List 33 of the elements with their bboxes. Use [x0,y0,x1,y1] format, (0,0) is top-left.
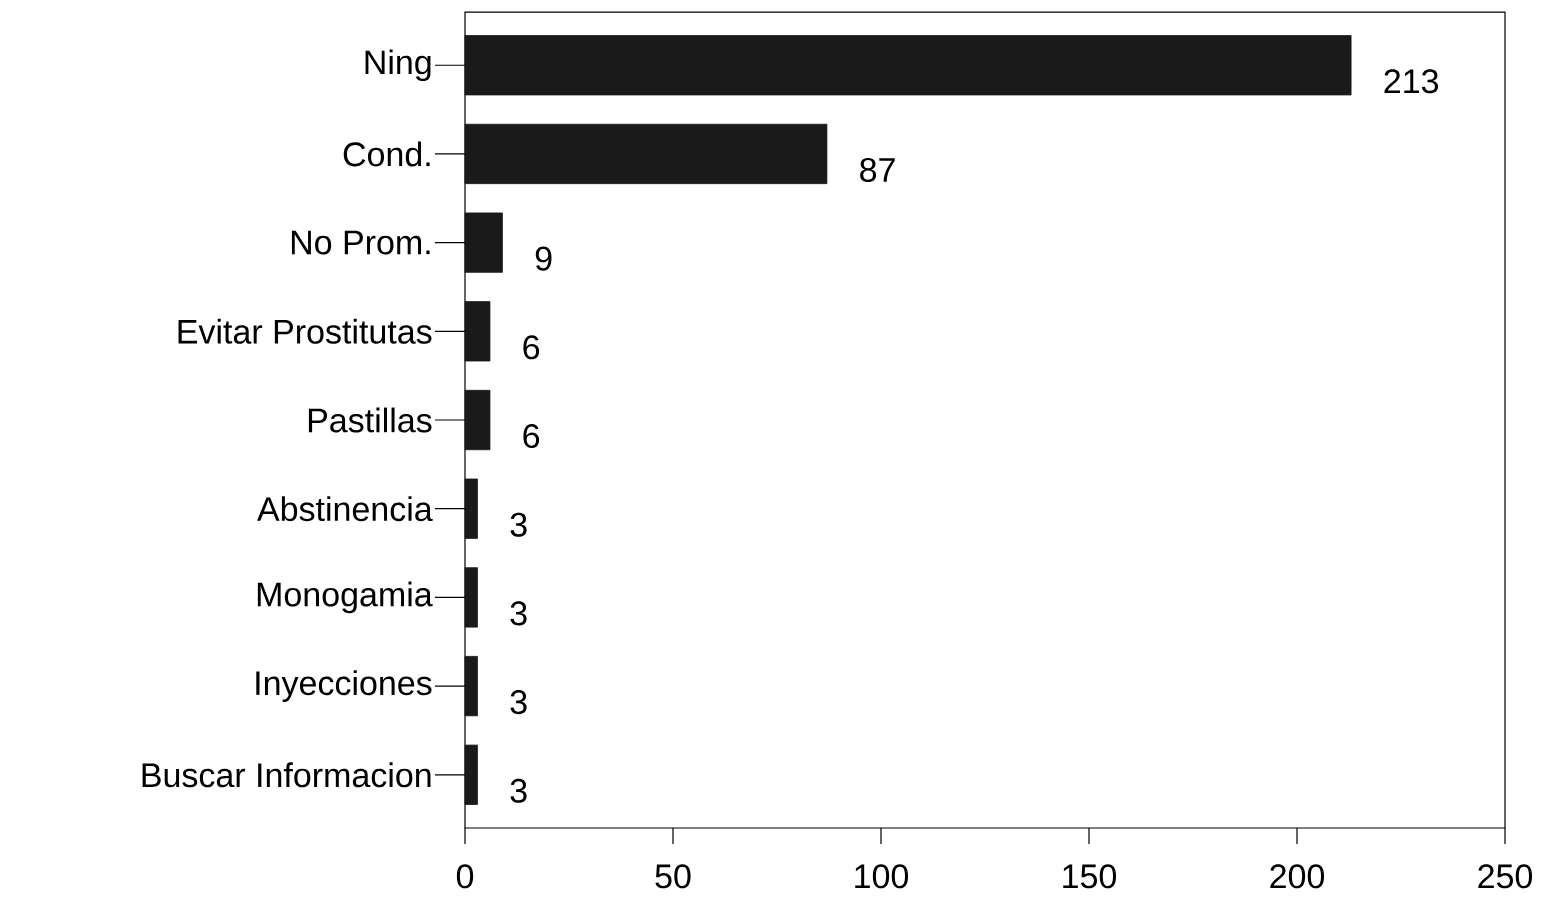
y-tick-label: No Prom. [291,230,430,255]
x-tick-label: 200 [1270,864,1325,889]
y-tick-label: Pastillas [308,407,432,433]
data-label: 9 [535,246,552,271]
bar [464,35,1352,96]
data-label: 3 [510,601,527,626]
bar [464,389,491,451]
y-tick-label: Buscar Informacion [142,762,431,788]
bar [464,567,478,628]
y-tick-label: Cond. [343,141,430,167]
data-label: 6 [523,423,540,449]
data-label: 3 [510,690,527,715]
y-tick-label: Abstinencia [257,496,433,522]
bar [464,301,491,362]
bar [464,744,478,805]
data-label: 3 [510,512,527,537]
x-tick-label: 100 [855,864,909,889]
data-label: 87 [860,157,895,182]
x-tick-label: 0 [456,864,474,889]
y-tick-label: Ning [365,49,431,82]
x-tick-label: 250 [1478,864,1533,889]
data-label: 213 [1384,69,1439,94]
y-tick-label: Inyecciones [256,670,432,702]
y-tick-label: Monogamia [257,581,433,614]
bar [464,478,478,539]
x-tick-label: 50 [655,864,691,889]
bar [464,655,478,717]
bar [464,123,828,185]
bar [464,212,503,273]
x-tick-label: 150 [1063,864,1117,889]
y-tick-label: Evitar Prostitutas [178,318,432,344]
data-label: 3 [510,778,527,803]
data-label: 6 [523,335,540,360]
